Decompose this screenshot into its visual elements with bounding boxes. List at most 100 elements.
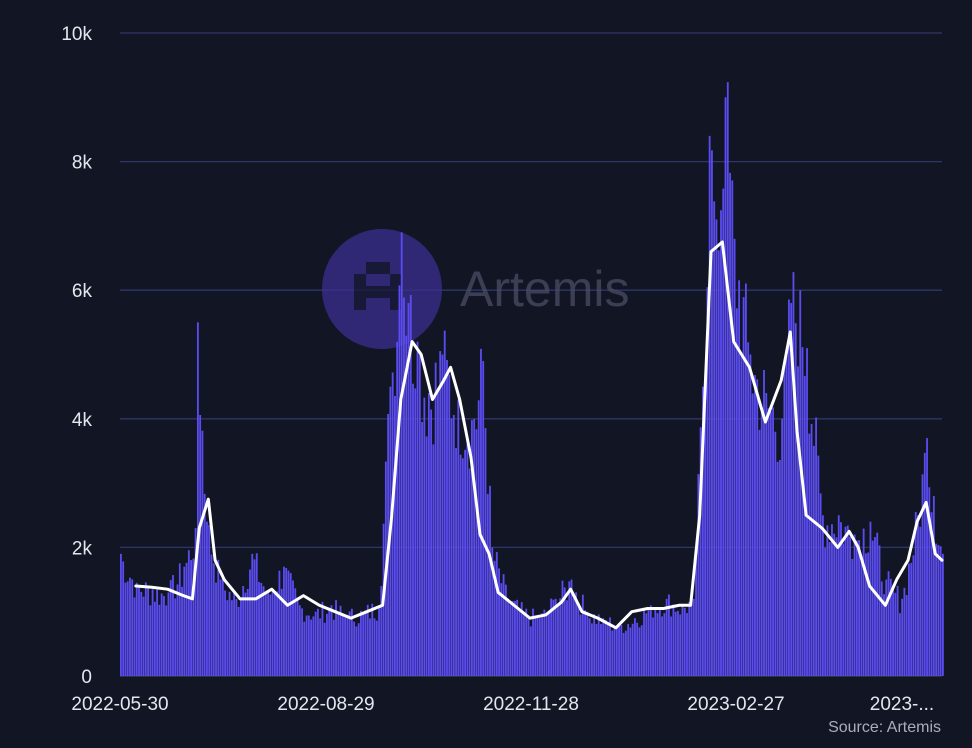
- bar: [246, 588, 249, 676]
- bar: [939, 546, 942, 676]
- bar: [287, 570, 290, 676]
- bar: [400, 232, 403, 676]
- bar: [409, 294, 412, 676]
- bar: [276, 591, 279, 676]
- bar: [192, 558, 195, 676]
- bar: [926, 438, 928, 676]
- bar: [312, 616, 315, 676]
- bar: [525, 608, 528, 676]
- bar: [794, 323, 797, 676]
- bar: [772, 407, 774, 676]
- bar: [722, 188, 725, 676]
- bar: [865, 553, 867, 676]
- bar: [160, 593, 163, 676]
- bar: [647, 609, 650, 676]
- bar: [878, 545, 881, 676]
- bar: [711, 150, 713, 677]
- bar: [871, 540, 874, 676]
- bar: [450, 418, 453, 676]
- bar: [314, 611, 317, 676]
- bar: [658, 608, 661, 676]
- bar: [701, 386, 704, 676]
- bar: [378, 605, 380, 676]
- bar: [174, 598, 177, 676]
- bar: [568, 581, 571, 676]
- bar: [690, 593, 693, 676]
- bar: [120, 553, 122, 676]
- bar: [224, 590, 226, 676]
- bar: [163, 596, 165, 676]
- bar: [183, 566, 186, 676]
- bar: [529, 626, 532, 676]
- bar: [663, 613, 666, 676]
- bar: [457, 399, 460, 676]
- bar: [135, 582, 138, 676]
- bar: [767, 408, 770, 676]
- bar: [545, 613, 548, 676]
- bar: [901, 598, 904, 676]
- bar: [371, 603, 374, 676]
- bar: [606, 624, 609, 676]
- bar: [679, 614, 682, 676]
- bar: [853, 534, 856, 676]
- bar: [169, 580, 172, 676]
- bar: [826, 525, 829, 676]
- source-label: Source: Artemis: [828, 719, 941, 736]
- bar: [237, 606, 240, 676]
- bar: [158, 604, 161, 676]
- bar: [380, 585, 383, 676]
- bar: [427, 393, 430, 676]
- bar: [375, 620, 378, 676]
- bar: [495, 552, 498, 676]
- bar: [898, 613, 901, 676]
- bar: [203, 493, 206, 676]
- bar: [720, 210, 722, 676]
- bar: [937, 544, 940, 676]
- bar: [391, 372, 394, 676]
- bar: [369, 618, 371, 676]
- bar: [269, 594, 272, 676]
- bar: [844, 526, 847, 676]
- bar: [244, 592, 247, 676]
- y-tick-label: 6k: [72, 281, 93, 302]
- bar: [283, 566, 285, 676]
- bar: [468, 468, 471, 676]
- bar: [840, 522, 842, 676]
- bar: [869, 521, 872, 676]
- bar: [552, 599, 555, 676]
- bar: [615, 627, 618, 676]
- bar: [758, 429, 761, 676]
- bar: [846, 525, 849, 676]
- bar: [321, 601, 324, 676]
- bar: [493, 560, 496, 676]
- bar: [337, 613, 340, 676]
- bar: [889, 578, 892, 676]
- bar: [267, 592, 269, 676]
- bar: [151, 589, 154, 676]
- bar: [330, 605, 333, 676]
- bar: [230, 600, 233, 676]
- bar: [803, 375, 806, 676]
- bar: [262, 586, 265, 676]
- bar: [461, 458, 464, 676]
- bar: [452, 414, 455, 676]
- bar: [668, 594, 670, 676]
- bar: [774, 431, 777, 676]
- bar: [842, 543, 845, 676]
- bar: [880, 581, 883, 676]
- bar: [144, 582, 147, 676]
- bar: [674, 611, 677, 676]
- bar: [652, 617, 654, 676]
- bar: [561, 580, 564, 676]
- bar: [366, 604, 369, 676]
- bar: [398, 285, 401, 676]
- bar: [253, 559, 256, 676]
- bar: [142, 596, 145, 676]
- bar: [500, 583, 503, 676]
- bar: [446, 360, 448, 676]
- bar: [339, 605, 342, 676]
- bar: [575, 592, 577, 676]
- bar: [876, 532, 879, 676]
- bar: [554, 598, 557, 676]
